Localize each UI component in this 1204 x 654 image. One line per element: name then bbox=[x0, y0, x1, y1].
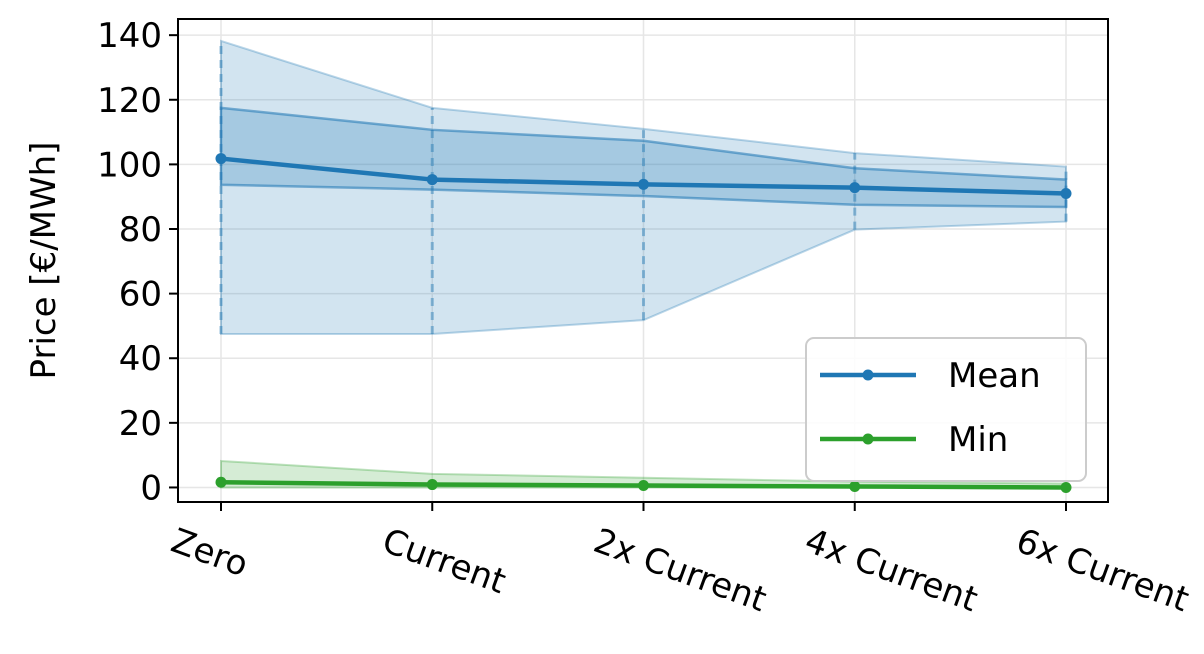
mean-data-point bbox=[426, 174, 438, 186]
y-tick-label: 0 bbox=[140, 468, 162, 508]
y-axis-label: Price [€/MWh] bbox=[24, 142, 64, 380]
min-legend-label: Min bbox=[948, 420, 1008, 460]
x-tick-label: Current bbox=[377, 521, 511, 602]
x-tick-label: 4x Current bbox=[800, 521, 983, 620]
min-data-point bbox=[426, 479, 438, 491]
legend-box bbox=[805, 337, 1087, 482]
mean-data-point bbox=[1060, 187, 1072, 199]
min-data-point bbox=[849, 480, 861, 492]
min-data-point bbox=[1060, 481, 1072, 493]
x-tick-label: Zero bbox=[166, 521, 253, 585]
y-tick-label: 100 bbox=[97, 145, 162, 185]
min-legend-marker bbox=[862, 433, 874, 445]
y-tick-label: 20 bbox=[119, 404, 162, 444]
y-tick-label: 140 bbox=[97, 16, 162, 56]
legend: Mean Min bbox=[805, 337, 1087, 482]
x-tick-label: 6x Current bbox=[1011, 521, 1194, 620]
y-tick-label: 40 bbox=[119, 339, 162, 379]
y-tick-label: 120 bbox=[97, 81, 162, 121]
min-data-point bbox=[638, 480, 649, 492]
min-data-point bbox=[215, 476, 227, 488]
mean-data-point bbox=[638, 178, 649, 190]
mean-data-point bbox=[849, 182, 861, 194]
mean-legend-marker bbox=[862, 369, 874, 381]
y-tick-label: 60 bbox=[119, 275, 162, 315]
mean-data-point bbox=[215, 153, 227, 165]
y-tick-label: 80 bbox=[119, 210, 162, 250]
mean-legend-label: Mean bbox=[948, 356, 1041, 396]
series-lines bbox=[215, 153, 1072, 493]
x-tick-label: 2x Current bbox=[588, 521, 771, 620]
